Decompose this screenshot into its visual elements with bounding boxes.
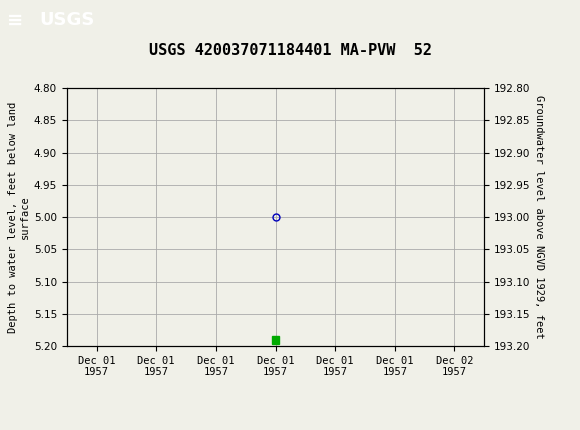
Y-axis label: Groundwater level above NGVD 1929, feet: Groundwater level above NGVD 1929, feet xyxy=(534,95,545,339)
Text: ≡: ≡ xyxy=(7,11,23,30)
Text: USGS 420037071184401 MA-PVW  52: USGS 420037071184401 MA-PVW 52 xyxy=(148,43,432,58)
Text: USGS: USGS xyxy=(39,12,95,29)
Bar xyxy=(272,336,279,344)
Y-axis label: Depth to water level, feet below land
surface: Depth to water level, feet below land su… xyxy=(8,101,30,333)
